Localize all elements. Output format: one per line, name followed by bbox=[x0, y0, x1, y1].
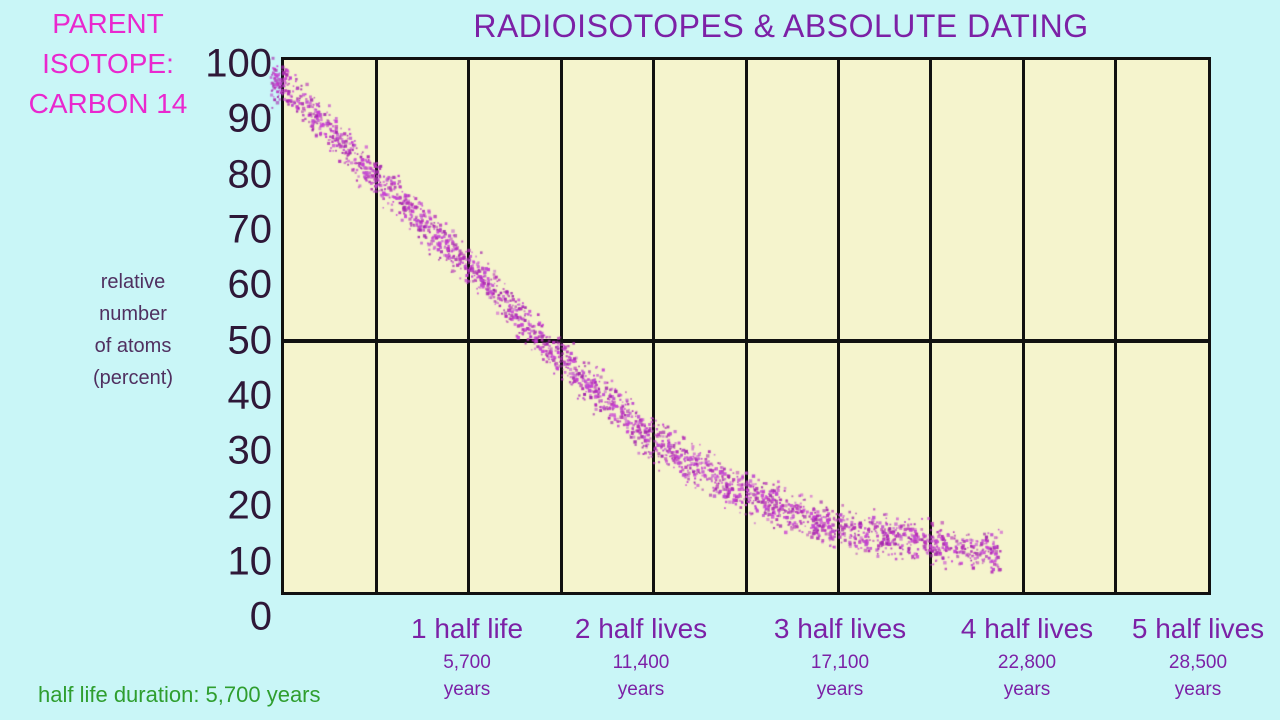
vertical-gridline bbox=[374, 60, 378, 592]
vertical-gridline bbox=[1021, 60, 1025, 592]
vertical-gridline bbox=[836, 60, 840, 592]
x-tick-group-1: 1 half life 5,700 years bbox=[411, 612, 523, 703]
y-tick-label: 0 bbox=[249, 594, 272, 639]
x-tick-years: 17,100 bbox=[810, 652, 870, 673]
vertical-gridline bbox=[929, 60, 933, 592]
x-tick-years-unit: years bbox=[617, 679, 665, 700]
x-tick-years-unit: years bbox=[443, 679, 491, 700]
y-tick-label: 90 bbox=[227, 96, 273, 141]
chart-title: RADIOISOTOPES & ABSOLUTE DATING bbox=[473, 8, 1089, 44]
y-tick-label: 40 bbox=[227, 373, 273, 418]
y-axis-label-line-1: relative bbox=[100, 271, 166, 293]
x-tick-years-unit: years bbox=[816, 679, 864, 700]
x-tick-label: 3 half lives bbox=[773, 613, 907, 644]
y-tick-label: 20 bbox=[227, 483, 273, 528]
y-axis-label-line-2: number bbox=[99, 303, 167, 325]
y-axis-label-line-4: (percent) bbox=[92, 367, 174, 389]
x-tick-years: 11,400 bbox=[612, 652, 670, 673]
half-life-duration-note: half life duration: 5,700 years bbox=[38, 682, 321, 707]
y-tick-label: 30 bbox=[227, 428, 273, 473]
x-tick-years: 28,500 bbox=[1168, 652, 1228, 673]
y-tick-label: 50 bbox=[227, 318, 273, 362]
x-tick-group-5: 5 half lives 28,500 years bbox=[1132, 612, 1264, 703]
y-axis-label: relative number of atoms (percent) bbox=[53, 266, 213, 394]
parent-isotope-line-1: PARENT bbox=[52, 8, 164, 39]
x-tick-years-unit: years bbox=[1003, 679, 1051, 700]
vertical-gridline bbox=[652, 60, 656, 592]
x-tick-group-3: 3 half lives 17,100 years bbox=[774, 612, 906, 703]
x-tick-label: 4 half lives bbox=[960, 613, 1094, 644]
x-tick-group-4: 4 half lives 22,800 years bbox=[961, 612, 1093, 703]
y-tick-label: 80 bbox=[227, 152, 273, 197]
x-tick-label: 5 half lives bbox=[1131, 613, 1265, 644]
plot-area bbox=[281, 57, 1211, 595]
vertical-gridline bbox=[1114, 60, 1118, 592]
y-tick-label: 100 bbox=[205, 41, 272, 86]
x-tick-label: 2 half lives bbox=[574, 613, 708, 644]
x-tick-label: 1 half life bbox=[410, 613, 524, 644]
y-tick-label: 60 bbox=[227, 262, 273, 307]
vertical-gridline bbox=[559, 60, 563, 592]
parent-isotope-label: PARENT ISOTOPE: CARBON 14 bbox=[8, 4, 208, 124]
parent-isotope-line-3: CARBON 14 bbox=[28, 88, 188, 119]
x-tick-years: 5,700 bbox=[443, 652, 491, 673]
y-axis-label-line-3: of atoms bbox=[94, 335, 172, 357]
vertical-gridline bbox=[744, 60, 748, 592]
x-tick-years-unit: years bbox=[1174, 679, 1222, 700]
x-tick-group-2: 2 half lives 11,400 years bbox=[575, 612, 707, 703]
parent-isotope-line-2: ISOTOPE: bbox=[42, 48, 174, 79]
x-tick-years: 22,800 bbox=[997, 652, 1057, 673]
vertical-gridline bbox=[467, 60, 471, 592]
y-tick-label: 70 bbox=[227, 207, 273, 252]
y-tick-label: 10 bbox=[227, 539, 273, 584]
